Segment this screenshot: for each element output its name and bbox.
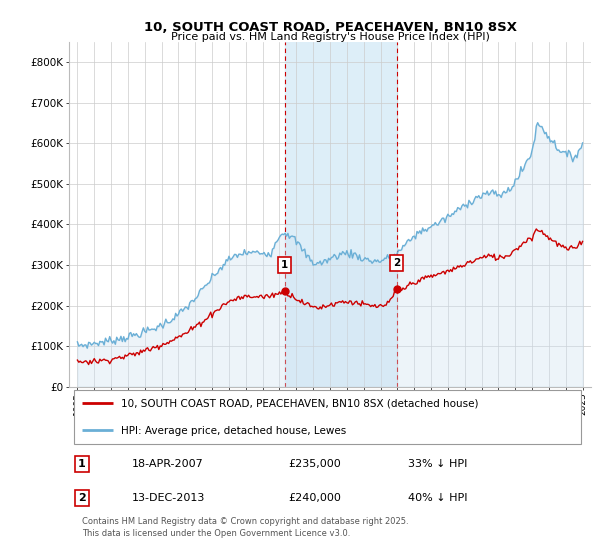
Text: Contains HM Land Registry data © Crown copyright and database right 2025.
This d: Contains HM Land Registry data © Crown c… [82, 517, 409, 538]
Bar [284, 42, 397, 386]
Text: Price paid vs. HM Land Registry's House Price Index (HPI): Price paid vs. HM Land Registry's House … [170, 32, 490, 42]
Text: 10, SOUTH COAST ROAD, PEACEHAVEN, BN10 8SX (detached house): 10, SOUTH COAST ROAD, PEACEHAVEN, BN10 8… [121, 398, 479, 408]
FancyBboxPatch shape [74, 390, 581, 444]
Text: 1: 1 [78, 459, 86, 469]
Text: HPI: Average price, detached house, Lewes: HPI: Average price, detached house, Lewe… [121, 426, 346, 436]
Text: 33% ↓ HPI: 33% ↓ HPI [409, 459, 467, 469]
Text: 2: 2 [78, 493, 86, 503]
Text: 2: 2 [393, 258, 400, 268]
Text: 10, SOUTH COAST ROAD, PEACEHAVEN, BN10 8SX: 10, SOUTH COAST ROAD, PEACEHAVEN, BN10 8… [143, 21, 517, 34]
Text: £240,000: £240,000 [288, 493, 341, 503]
Text: 18-APR-2007: 18-APR-2007 [131, 459, 203, 469]
Text: £235,000: £235,000 [288, 459, 341, 469]
Text: 13-DEC-2013: 13-DEC-2013 [131, 493, 205, 503]
Text: 40% ↓ HPI: 40% ↓ HPI [409, 493, 468, 503]
Text: 1: 1 [281, 260, 288, 270]
